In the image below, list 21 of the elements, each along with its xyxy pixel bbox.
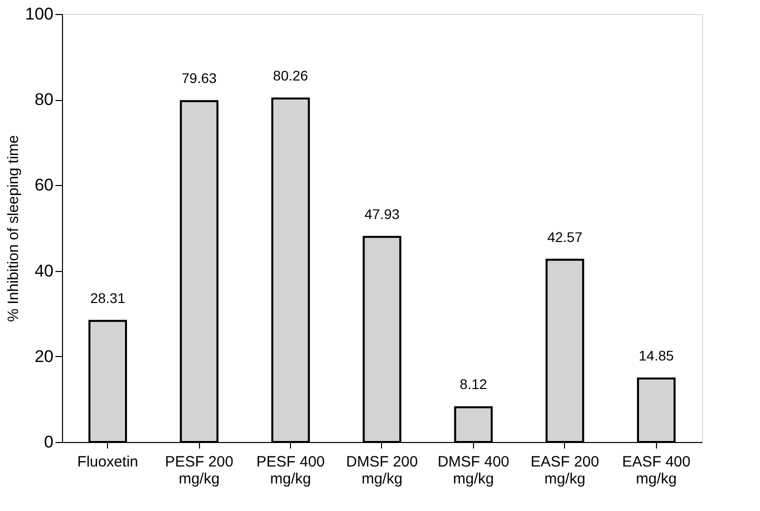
x-tick-label: PESF 200 mg/kg (164, 454, 234, 488)
data-label: 79.63 (182, 70, 217, 86)
data-label: 14.85 (638, 347, 674, 364)
y-tick-label: 60 (34, 176, 54, 195)
y-tick-label: 80 (34, 90, 54, 110)
y-tick-label: 20 (34, 346, 54, 366)
y-tick-label: 40 (34, 261, 54, 280)
y-axis-title: % Inhibition of sleeping time (5, 135, 22, 322)
y-tick-label: 100 (25, 4, 54, 24)
x-tick-label: DMSF 400 mg/kg (438, 454, 510, 488)
data-label: 80.26 (273, 67, 308, 84)
y-tick-label: 0 (44, 432, 54, 452)
data-label: 28.31 (90, 290, 126, 306)
data-label: 42.57 (547, 228, 583, 245)
x-tick-label: EASF 400 mg/kg (622, 454, 690, 488)
data-label: 8.12 (460, 376, 488, 392)
x-tick-label: DMSF 200 mg/kg (346, 454, 418, 488)
data-label: 47.93 (364, 206, 400, 222)
x-tick-label: Fluoxetin (77, 454, 138, 470)
x-tick-label: PESF 400 mg/kg (256, 454, 325, 488)
x-tick-label: EASF 200 mg/kg (530, 454, 600, 488)
